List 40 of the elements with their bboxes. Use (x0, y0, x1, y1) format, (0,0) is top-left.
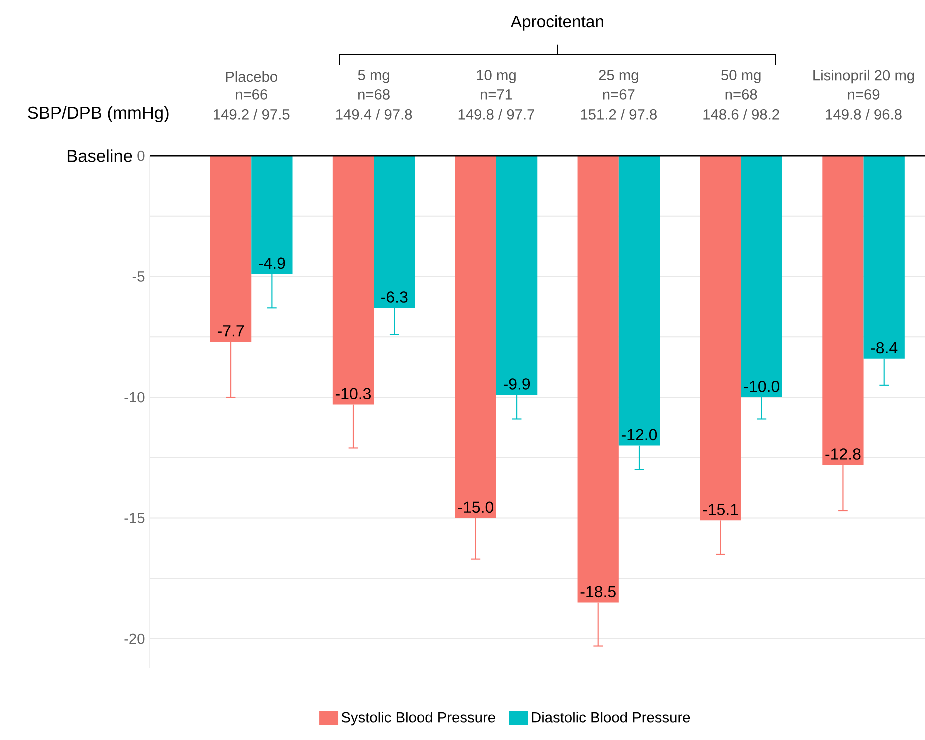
x-tick-label: Placebo (226, 71, 278, 82)
x-tick-label: 25 mg (599, 70, 638, 84)
text: n=68 (726, 89, 758, 100)
text: 149.2 / 97.5 (214, 109, 290, 120)
data-label: -15.1 (703, 504, 738, 516)
data-label: -18.5 (580, 586, 616, 598)
text: 148.6 / 98.2 (704, 109, 780, 120)
text: n=68 (358, 89, 390, 100)
data-label: -10.0 (744, 380, 780, 392)
y-tick-label: -15 (124, 513, 145, 524)
text: 149.4 / 97.8 (336, 109, 412, 120)
text: SBP/DPB (mmHg) (28, 106, 169, 123)
x-tick-label: 5 mg (358, 70, 390, 84)
data-label: -8.4 (871, 342, 898, 354)
legend-label: Diastolic Blood Pressure (532, 712, 690, 723)
text: Baseline (68, 150, 132, 162)
x-tick-label: 10 mg (477, 70, 516, 84)
legend-label: Systolic Blood Pressure (342, 712, 496, 726)
text: Aprocitentan (510, 15, 604, 31)
data-label: -4.9 (259, 258, 286, 270)
data-label: -15.0 (458, 502, 494, 514)
y-tick-label: -20 (124, 634, 145, 644)
y-tick-label: -10 (124, 392, 145, 403)
text: 151.2 / 97.8 (581, 109, 657, 120)
text: n=69 (848, 89, 880, 100)
y-tick-label: 0 (138, 150, 145, 162)
text: n=66 (236, 89, 268, 100)
data-label: -7.7 (218, 326, 244, 337)
x-tick-label: 50 mg (722, 70, 761, 84)
x-tick-label: Lisinopril 20 mg (814, 70, 914, 84)
data-label: -10.3 (336, 388, 372, 400)
text: 149.8 / 96.8 (826, 109, 902, 120)
data-label: -6.3 (382, 292, 408, 303)
data-label: -9.9 (504, 378, 530, 390)
data-label: -12.0 (622, 429, 658, 441)
text: n=71 (480, 90, 512, 100)
data-label: -12.8 (826, 448, 861, 460)
y-tick-label: -5 (132, 272, 145, 282)
text: n=67 (603, 89, 635, 100)
text: 149.8 / 97.7 (458, 109, 534, 120)
